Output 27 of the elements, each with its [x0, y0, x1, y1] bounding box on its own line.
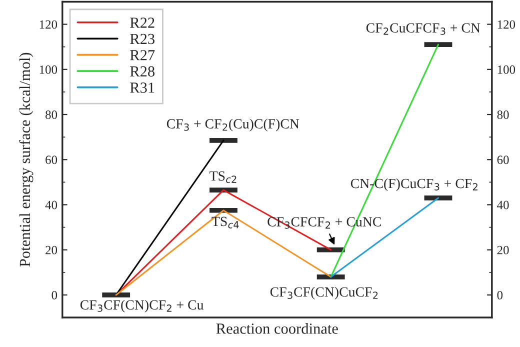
- y2-tick-label: 80: [497, 110, 509, 119]
- y2-tick-label: 120: [498, 20, 516, 29]
- legend-label: R23: [130, 34, 154, 44]
- annotation: TS$_{c2}$: [210, 171, 236, 183]
- annotation: CF$_{2}$CuCFCF$_{3}$ + CN: [366, 23, 480, 35]
- y2-tick-label: 100: [498, 65, 516, 74]
- legend-label: R28: [130, 66, 155, 77]
- y2-tick-label: 20: [497, 246, 509, 254]
- y-axis-title: Potential energy surface (kcal/mol): [19, 52, 34, 267]
- y-tick-label: 60: [46, 156, 58, 164]
- y-tick-label: 120: [40, 20, 58, 29]
- y2-tick-label: 60: [497, 156, 509, 164]
- annotation: CF$_{3}$CF(CN)CuCF$_{2}$: [270, 286, 378, 300]
- y2-tick-label: 40: [497, 200, 509, 210]
- y2-tick-label: 0: [497, 290, 503, 300]
- y-tick-label: 20: [46, 246, 58, 254]
- x-axis-title: Reaction coordinate: [216, 323, 338, 334]
- y-tick-label: 80: [46, 110, 58, 119]
- legend-label: R27: [130, 50, 155, 60]
- annotation: CF$_{3}$ + CF$_{2}$(Cu)C(F)CN: [166, 118, 300, 132]
- annotation: CF$_{3}$CF(CN)CF$_{2}$ + Cu: [80, 300, 204, 312]
- y-tick-label: 0: [52, 290, 58, 300]
- y-tick-label: 40: [45, 200, 58, 210]
- legend-label: R22: [130, 18, 154, 28]
- legend-label: R31: [130, 82, 154, 93]
- y-tick-label: 100: [40, 65, 58, 74]
- annotation: TS$_{c4}$: [212, 216, 239, 228]
